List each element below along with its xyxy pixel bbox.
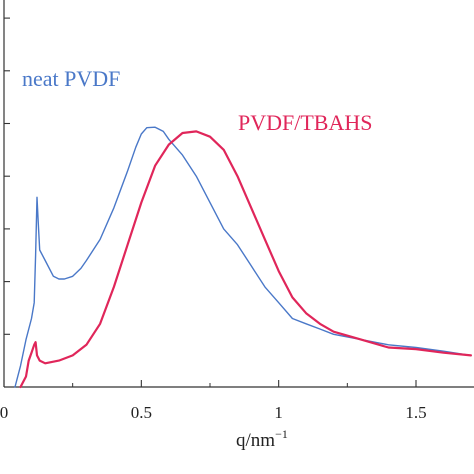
plot-frame [3, 0, 474, 388]
x-tick-label: 0.5 [131, 403, 152, 422]
x-axis-ticks: 0 0.5 1 1.5 [0, 380, 427, 422]
series-label-pvdf-tbahs: PVDF/TBAHS [238, 110, 372, 135]
y-axis-ticks [4, 17, 10, 335]
series-layer [14, 126, 472, 389]
x-tick-label: 1 [274, 403, 283, 422]
series-label-neat-pvdf: neat PVDF [22, 66, 120, 91]
x-tick-label: 0 [0, 403, 8, 422]
x-axis-title-exponent: −1 [275, 427, 288, 441]
x-axis-title-text: q/nm [236, 430, 275, 451]
series-line-neat-pvdf [14, 126, 472, 388]
x-axis-title: q/nm−1 [236, 427, 288, 451]
series-line-pvdf-tbahs [19, 130, 472, 389]
x-tick-label: 1.5 [405, 403, 426, 422]
